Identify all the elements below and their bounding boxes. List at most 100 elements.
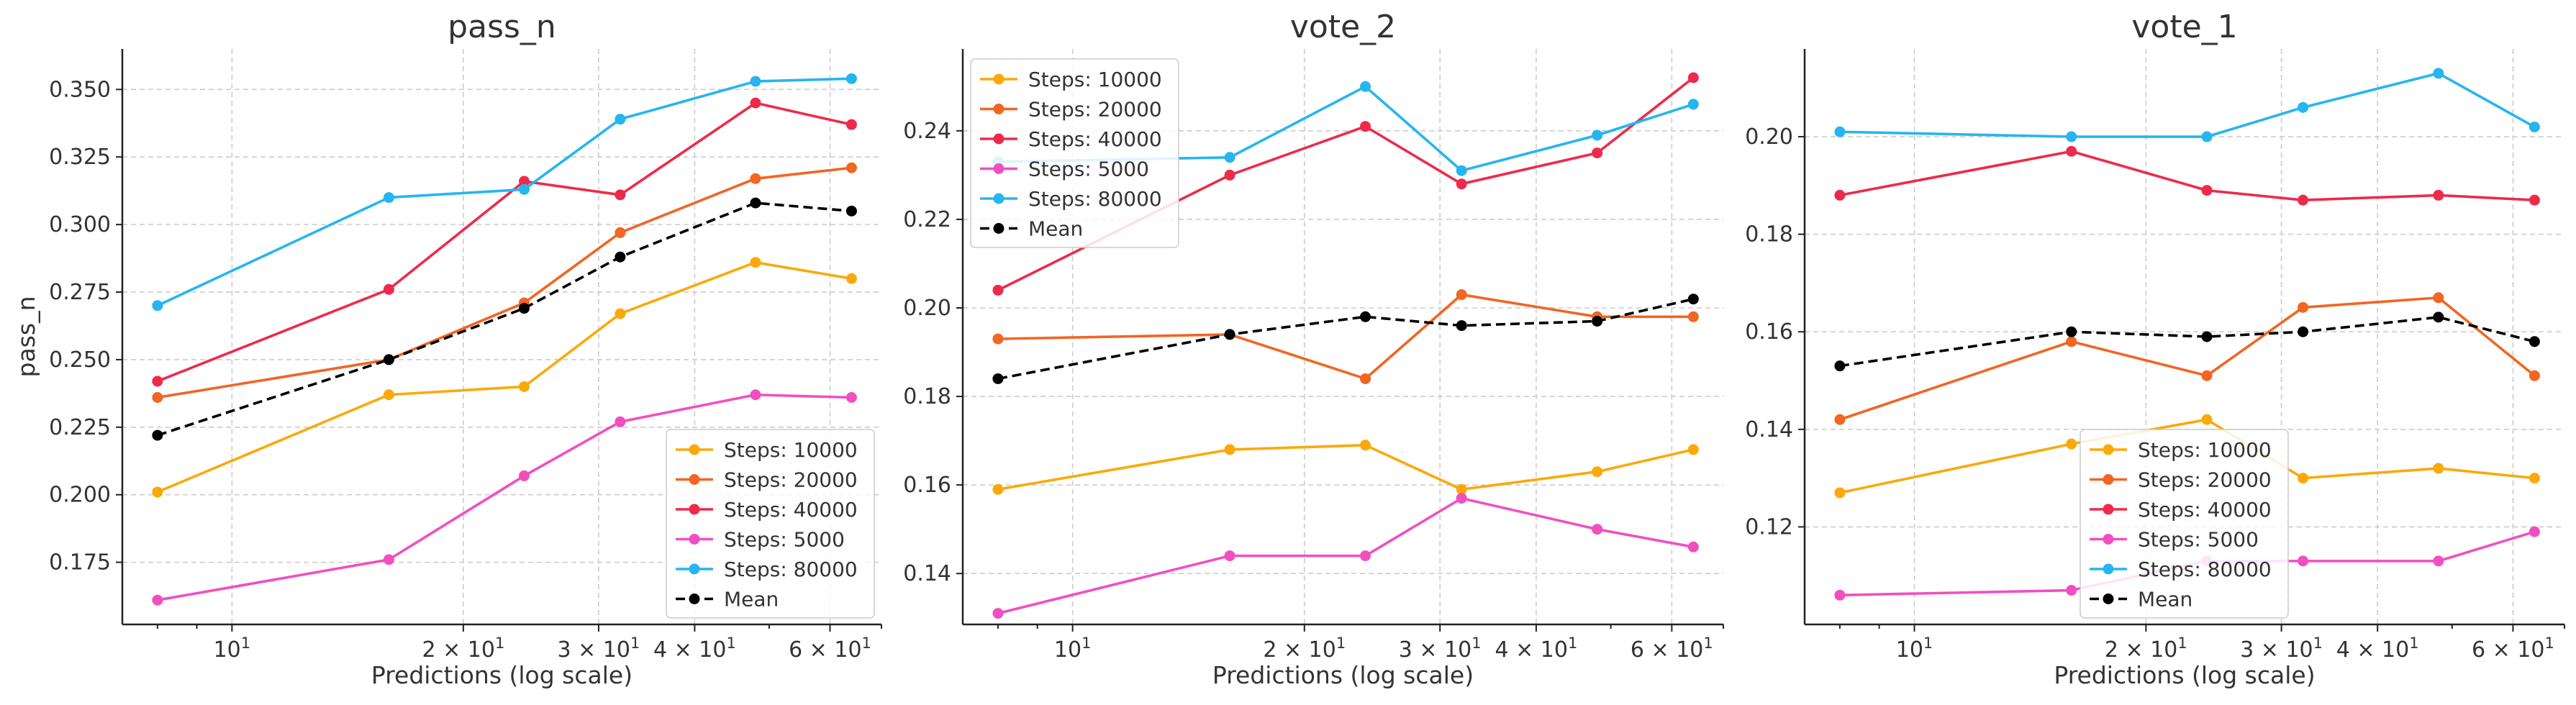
data-point bbox=[750, 76, 761, 87]
legend-label: Mean bbox=[1028, 217, 1083, 241]
x-tick-label: 3 × 101 bbox=[2240, 634, 2323, 663]
data-point bbox=[518, 176, 530, 187]
y-tick-label: 0.12 bbox=[1745, 514, 1793, 540]
series-line bbox=[1839, 72, 2536, 138]
series-mean bbox=[992, 294, 1699, 384]
x-tick-label: 101 bbox=[1896, 634, 1933, 663]
x-tick-label: 4 × 101 bbox=[2336, 634, 2419, 663]
data-point bbox=[152, 486, 163, 498]
legend-marker bbox=[2103, 534, 2114, 545]
legend-label: Steps: 40000 bbox=[1028, 127, 1162, 151]
x-tick-label: 101 bbox=[214, 634, 251, 663]
data-point bbox=[2066, 131, 2077, 142]
data-point bbox=[1360, 440, 1371, 451]
data-point bbox=[518, 303, 530, 314]
legend-item: Steps: 80000 bbox=[2090, 558, 2272, 581]
legend-item: Steps: 20000 bbox=[676, 468, 858, 492]
data-point bbox=[1834, 126, 1846, 137]
data-point bbox=[2201, 370, 2213, 381]
x-tick-label: 3 × 101 bbox=[1399, 634, 1482, 663]
data-point bbox=[614, 308, 626, 319]
data-point bbox=[2201, 185, 2213, 196]
data-point bbox=[1456, 320, 1467, 332]
data-point bbox=[2066, 585, 2077, 596]
legend-item: Mean bbox=[2090, 588, 2192, 611]
data-point bbox=[383, 283, 394, 295]
data-point bbox=[2066, 326, 2077, 337]
data-point bbox=[152, 594, 163, 606]
chart-title: vote_1 bbox=[2131, 9, 2237, 45]
x-tick-label: 6 × 101 bbox=[2472, 634, 2554, 663]
series-line bbox=[157, 393, 852, 601]
data-point bbox=[383, 554, 394, 565]
data-point bbox=[152, 392, 163, 404]
data-point bbox=[845, 205, 857, 217]
legend-marker bbox=[993, 193, 1004, 204]
data-point bbox=[992, 608, 1004, 619]
series-line bbox=[997, 496, 1694, 615]
legend-frame bbox=[2080, 429, 2289, 619]
data-point bbox=[152, 300, 163, 311]
series-line bbox=[1839, 150, 2535, 201]
data-point bbox=[383, 192, 394, 204]
data-point bbox=[1687, 444, 1699, 455]
data-point bbox=[750, 173, 761, 184]
series-steps-80000 bbox=[1834, 68, 2540, 142]
legend-item: Steps: 80000 bbox=[980, 187, 1162, 211]
series-line bbox=[997, 76, 1695, 291]
legend-item: Mean bbox=[676, 588, 779, 611]
data-point bbox=[1360, 550, 1371, 562]
data-point bbox=[614, 114, 626, 125]
series-line bbox=[157, 260, 852, 494]
legend-label: Steps: 5000 bbox=[724, 528, 845, 552]
legend-label: Steps: 80000 bbox=[2138, 558, 2272, 581]
y-tick-label: 0.22 bbox=[903, 207, 951, 232]
data-point bbox=[152, 429, 163, 441]
panel-pass-n: 0.175 0.200 0.225 0.250 0.275 0.300 0.325 0.350… bbox=[12, 9, 882, 689]
series-steps-10000 bbox=[992, 440, 1699, 495]
legend-label: Steps: 20000 bbox=[724, 468, 858, 492]
y-tick-label: 0.20 bbox=[1745, 124, 1793, 150]
legend-item: Steps: 40000 bbox=[980, 127, 1162, 151]
legend-item: Steps: 20000 bbox=[980, 98, 1162, 122]
legend-item: Steps: 40000 bbox=[676, 498, 858, 522]
legend-label: Steps: 10000 bbox=[2138, 438, 2272, 462]
legend-marker bbox=[993, 223, 1004, 234]
legend-label: Mean bbox=[2138, 588, 2192, 611]
y-tick-label: 0.20 bbox=[903, 296, 951, 321]
data-point bbox=[1834, 487, 1846, 499]
data-point bbox=[845, 392, 857, 404]
chart-title: vote_2 bbox=[1290, 9, 1396, 45]
data-point bbox=[614, 416, 626, 427]
legend-marker bbox=[689, 534, 700, 545]
data-point bbox=[2529, 526, 2540, 537]
data-point bbox=[1456, 493, 1467, 504]
series-line bbox=[157, 166, 852, 399]
y-tick-label: 0.350 bbox=[49, 77, 111, 102]
data-point bbox=[2433, 68, 2444, 79]
data-point bbox=[1224, 169, 1235, 181]
data-point bbox=[845, 73, 857, 84]
data-point bbox=[1360, 121, 1371, 132]
data-point bbox=[1687, 72, 1699, 83]
legend-marker bbox=[689, 563, 700, 575]
data-point bbox=[1834, 189, 1846, 201]
y-tick-label: 0.275 bbox=[49, 280, 111, 305]
series-steps-20000 bbox=[992, 289, 1699, 384]
data-point bbox=[1592, 147, 1603, 159]
data-point bbox=[2433, 555, 2444, 567]
y-tick-label: 0.175 bbox=[49, 550, 111, 576]
data-point bbox=[845, 162, 857, 173]
legend-item: Steps: 10000 bbox=[980, 68, 1162, 91]
panel-vote-1: 0.12 0.14 0.16 0.18 0.20 101 2 × 101 3 × 101 4 ×… bbox=[1745, 9, 2565, 689]
data-point bbox=[845, 273, 857, 284]
legend-item: Steps: 5000 bbox=[2090, 528, 2259, 552]
legend-label: Steps: 80000 bbox=[724, 558, 858, 581]
data-point bbox=[1456, 178, 1467, 190]
series-line bbox=[157, 77, 852, 307]
data-point bbox=[614, 189, 626, 201]
data-point bbox=[1687, 541, 1699, 552]
x-tick-label: 2 × 101 bbox=[1263, 634, 1346, 663]
legend-label: Steps: 40000 bbox=[724, 498, 858, 522]
x-tick-label: 4 × 101 bbox=[1495, 634, 1577, 663]
